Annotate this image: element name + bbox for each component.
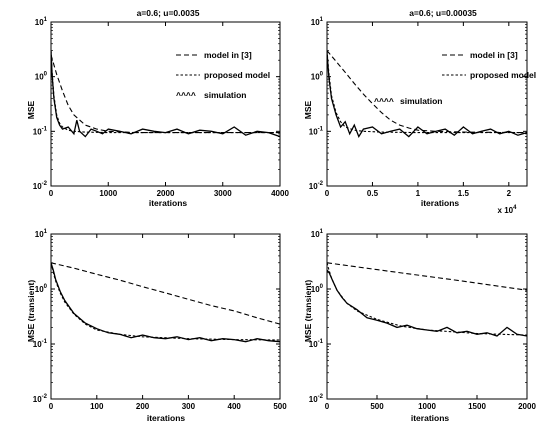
x-axis-multiplier: x 104: [498, 205, 518, 215]
subplot-top-right: a=0.6; u=0.00035 MSE iterations x 104 mo…: [303, 8, 536, 215]
y-tick-label: 101: [311, 17, 324, 27]
y-tick-label: 10-2: [309, 181, 324, 191]
series-line-long-dash: [51, 262, 280, 325]
series-line-long-dash: [327, 262, 527, 291]
x-tick-label: 500: [273, 402, 287, 411]
x-tick-label: 500: [370, 402, 384, 411]
legend-label-proposed-model: proposed model: [204, 70, 270, 80]
legend-label-model-in-3: model in [3]: [470, 50, 518, 60]
x-tick-label: 4000: [271, 189, 289, 198]
legend-label-proposed-model: proposed model: [470, 70, 536, 80]
legend: model in [3] proposed model ^^^^ simulat…: [176, 50, 270, 100]
x-tick-label: 1: [416, 189, 421, 198]
y-tick-label: 101: [35, 17, 48, 27]
y-tick-label: 10-1: [309, 339, 324, 349]
y-tick-label: 10-2: [309, 394, 324, 404]
legend-marker-simulation: ^^^^: [176, 90, 196, 100]
y-tick-label: 100: [35, 72, 48, 82]
plot-frame: [326, 233, 528, 400]
series-line-model-in-3: [51, 54, 280, 134]
x-tick-label: 2000: [157, 189, 175, 198]
x-axis-label: iterations: [147, 413, 186, 423]
x-tick-label: 1.5: [458, 189, 470, 198]
y-tick-label: 100: [35, 284, 48, 294]
series-line-solid: [51, 262, 280, 343]
subplot-bottom-left: MSE (transient) iterations 10-2 10-1 100 10…: [26, 229, 287, 423]
x-tick-label: 3000: [214, 189, 232, 198]
series-line-proposed-model: [327, 50, 527, 134]
legend-label-simulation: simulation: [400, 96, 443, 106]
x-tick-label: 2000: [518, 402, 536, 411]
series-line-simulation: [51, 50, 280, 138]
x-tick-label: 0: [49, 402, 54, 411]
y-axis-label: MSE: [26, 100, 36, 119]
y-tick-label: 10-2: [33, 181, 48, 191]
x-axis-label: iterations: [421, 198, 460, 208]
y-tick-label: 10-1: [309, 126, 324, 136]
x-axis-label: iterations: [411, 413, 450, 423]
y-tick-label: 101: [311, 229, 324, 239]
y-tick-label: 10-1: [33, 339, 48, 349]
plot-frame: [326, 21, 528, 187]
x-axis-label: iterations: [149, 198, 188, 208]
series-line-short-dash: [327, 262, 527, 336]
x-tick-label: 300: [182, 402, 196, 411]
chart-title: a=0.6; u=0.0035: [137, 8, 200, 18]
series-line-simulation: [327, 52, 527, 139]
legend-marker-simulation: ^^^^: [374, 96, 394, 106]
legend-label-simulation: simulation: [204, 90, 247, 100]
subplot-top-left: a=0.6; u=0.0035 MSE iterations model in …: [26, 8, 289, 208]
y-tick-label: 100: [311, 284, 324, 294]
plot-frame: [50, 21, 281, 187]
series-line-solid: [327, 269, 527, 337]
x-tick-label: 400: [228, 402, 242, 411]
series-line-model-in-3: [327, 50, 527, 134]
chart-title: a=0.6; u=0.00035: [409, 8, 477, 18]
y-tick-label: 100: [311, 72, 324, 82]
x-tick-label: 1500: [468, 402, 486, 411]
x-tick-label: 2: [507, 189, 512, 198]
y-tick-label: 10-1: [33, 126, 48, 136]
x-tick-label: 1000: [99, 189, 117, 198]
x-tick-label: 200: [136, 402, 150, 411]
legend-label-model-in-3: model in [3]: [204, 50, 252, 60]
y-tick-label: 10-2: [33, 394, 48, 404]
y-axis-label: MSE: [303, 100, 313, 119]
x-tick-label: 100: [90, 402, 104, 411]
y-axis-label: MSE (transient): [303, 280, 313, 343]
x-tick-label: 0.5: [367, 189, 379, 198]
legend: model in [3] proposed model ^^^^ simulat…: [374, 50, 536, 106]
y-axis-label: MSE (transient): [26, 280, 36, 343]
x-tick-label: 0: [49, 189, 54, 198]
series-line-short-dash: [51, 262, 280, 341]
plot-frame: [50, 233, 281, 400]
x-tick-label: 0: [325, 189, 330, 198]
x-tick-label: 0: [325, 402, 330, 411]
x-tick-label: 1000: [418, 402, 436, 411]
y-tick-label: 101: [35, 229, 48, 239]
subplot-bottom-right: MSE (transient) iterations 10-2 10-1 100 10…: [303, 229, 536, 423]
